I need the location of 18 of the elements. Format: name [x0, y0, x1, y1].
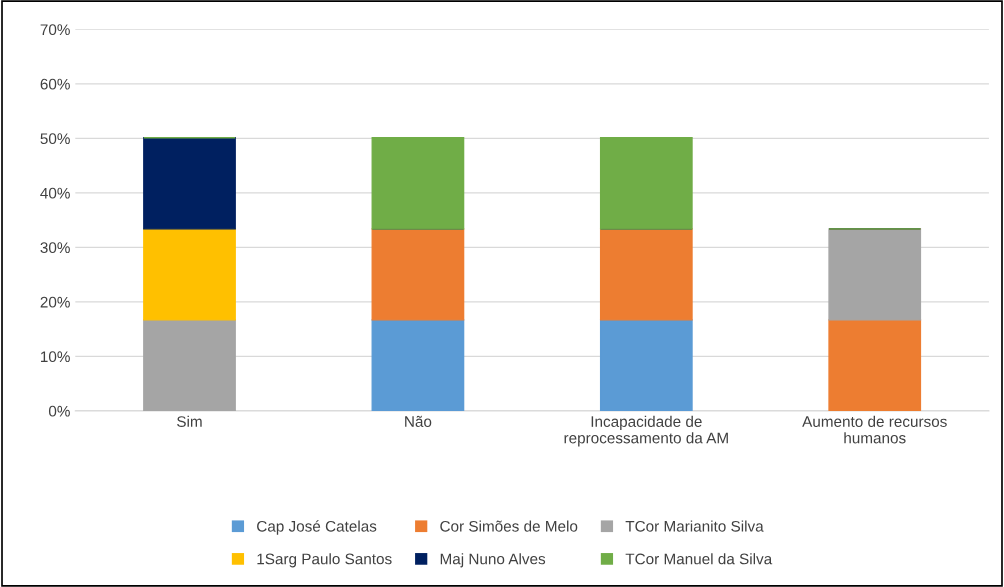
y-tick-label: 40%	[40, 187, 70, 199]
legend-label: Maj Nuno Alves	[440, 553, 546, 568]
y-tick-label: 50%	[40, 133, 70, 145]
legend-label: TCor Manuel da Silva	[625, 553, 773, 565]
x-tick-label: Sim	[177, 415, 202, 427]
x-tick-label: Aumento de recursos humanos	[802, 415, 947, 444]
legend-label: Cap José Catelas	[257, 520, 377, 535]
legend-label: Cor Simões de Melo	[440, 520, 578, 532]
y-tick-label: 10%	[41, 351, 70, 363]
y-tick-label: 20%	[40, 296, 70, 308]
legend-label: TCor Marianito Silva	[625, 520, 764, 532]
y-tick-label: 30%	[40, 242, 70, 254]
y-tick-label: 70%	[40, 24, 70, 36]
x-tick-label: Não	[405, 415, 432, 427]
legend-label: 1Sarg Paulo Santos	[257, 553, 392, 568]
x-tick-label: Incapacidade de reprocessamento da AM	[564, 415, 728, 447]
y-tick-label: 0%	[48, 405, 70, 417]
y-tick-label: 60%	[40, 78, 70, 90]
